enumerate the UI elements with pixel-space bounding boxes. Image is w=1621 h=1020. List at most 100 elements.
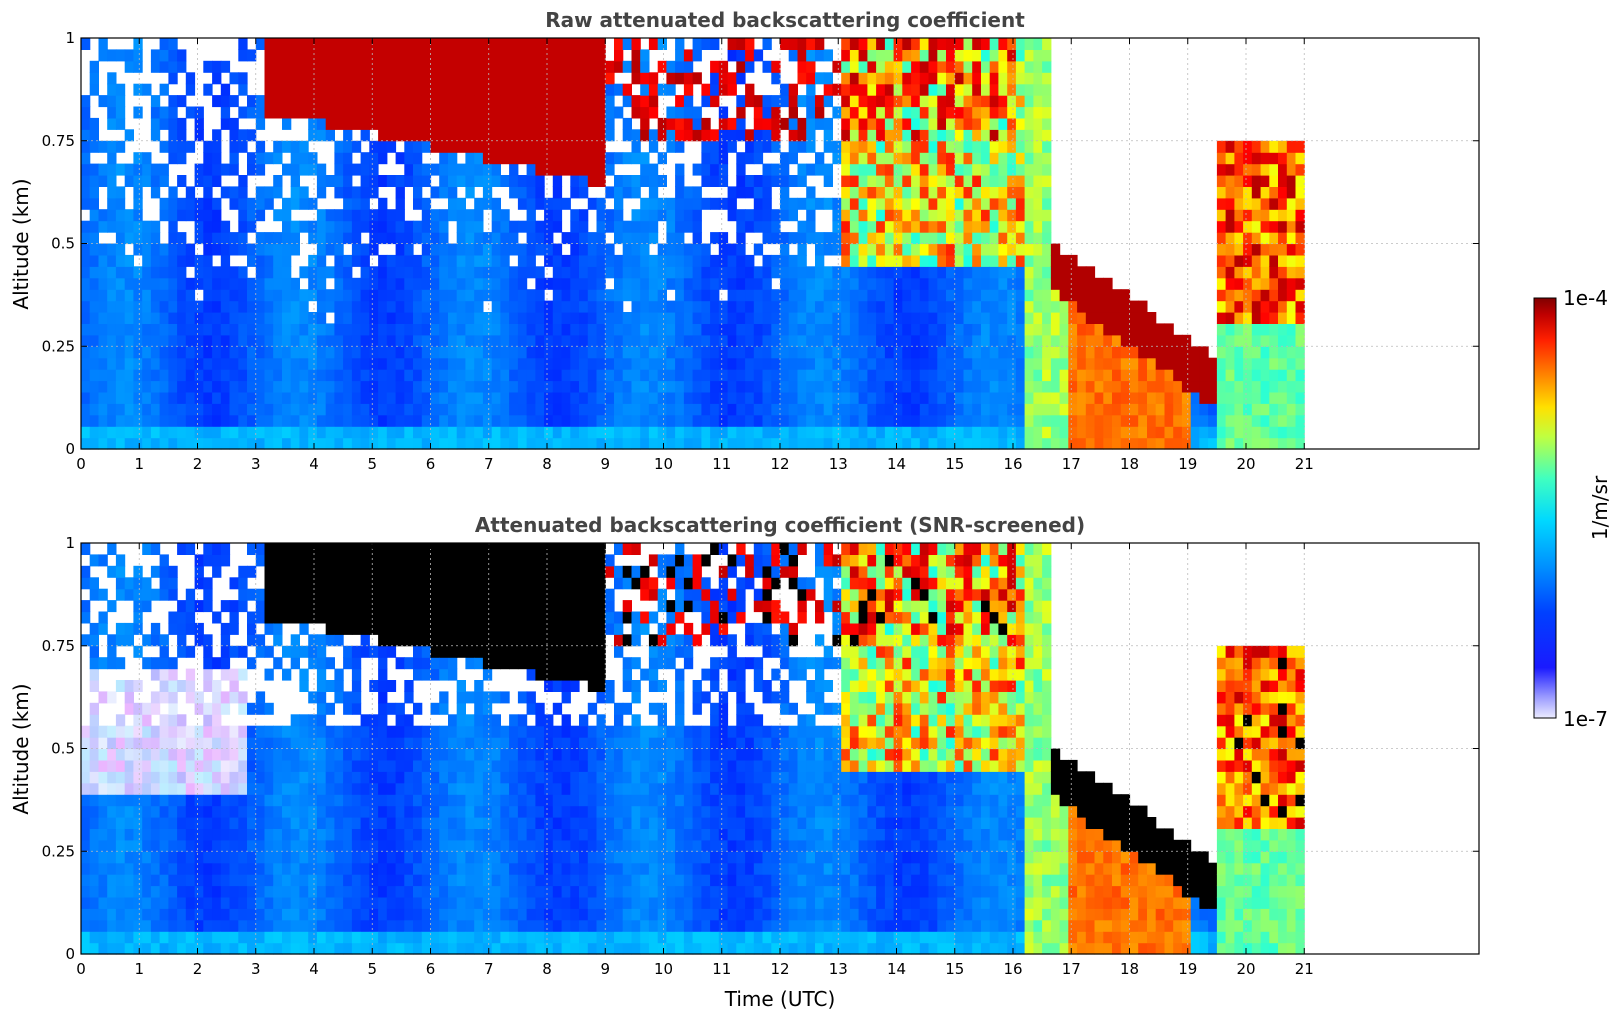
heatmap-cell: [1269, 300, 1279, 313]
heatmap-cell: [107, 691, 117, 704]
heatmap-cell: [631, 60, 641, 73]
heatmap-cell: [622, 243, 632, 256]
heatmap-cell: [124, 680, 134, 692]
heatmap-cell: [788, 369, 798, 382]
heatmap-cell: [517, 391, 528, 404]
heatmap-cell: [1181, 380, 1192, 393]
heatmap-cell: [561, 414, 571, 427]
heatmap-cell: [893, 72, 903, 85]
heatmap-cell: [972, 209, 982, 222]
heatmap-cell: [98, 95, 108, 108]
heatmap-cell: [963, 129, 973, 142]
heatmap-cell: [115, 357, 126, 370]
heatmap-cell: [937, 140, 947, 153]
heatmap-cell: [954, 312, 965, 324]
heatmap-cell: [351, 209, 362, 222]
heatmap-cell: [718, 426, 729, 439]
heatmap-cell: [989, 117, 999, 130]
x-tick-label: 4: [309, 455, 319, 473]
heatmap-cell: [526, 175, 536, 187]
heatmap-cell: [159, 577, 169, 590]
heatmap-cell: [815, 152, 825, 165]
heatmap-cell: [517, 346, 528, 359]
heatmap-cell: [1120, 312, 1131, 324]
heatmap-cell: [841, 197, 851, 210]
heatmap-cell: [343, 163, 353, 176]
heatmap-cell: [893, 129, 903, 142]
heatmap-cell: [351, 312, 362, 324]
heatmap-cell: [247, 543, 257, 555]
heatmap-cell: [142, 759, 152, 772]
heatmap-cell: [212, 437, 222, 450]
heatmap-cell: [832, 391, 842, 404]
heatmap-cell: [255, 782, 266, 795]
heatmap-cell: [815, 95, 825, 108]
heatmap-cell: [666, 243, 676, 256]
heatmap-cell: [185, 919, 196, 932]
heatmap-cell: [806, 220, 816, 233]
heatmap-cell: [736, 414, 746, 427]
heatmap-cell: [316, 748, 327, 761]
heatmap-cell: [780, 437, 790, 450]
heatmap-cell: [972, 106, 982, 119]
heatmap-cell: [212, 175, 222, 187]
heatmap-cell: [107, 186, 117, 199]
heatmap-cell: [439, 346, 449, 359]
heatmap-cell: [255, 919, 266, 932]
heatmap-cell: [692, 403, 702, 416]
heatmap-cell: [238, 186, 248, 199]
heatmap-cell: [89, 414, 99, 427]
heatmap-cell: [203, 680, 213, 692]
heatmap-cell: [308, 426, 318, 439]
heatmap-cell: [212, 380, 222, 393]
heatmap-cell: [1129, 346, 1139, 359]
heatmap-cell: [989, 334, 999, 347]
heatmap-cell: [290, 140, 300, 153]
heatmap-cell: [264, 543, 274, 555]
heatmap-cell: [81, 759, 91, 772]
heatmap-cell: [876, 186, 886, 199]
heatmap-cell: [1295, 186, 1305, 199]
heatmap-cell: [893, 300, 903, 313]
heatmap-cell: [841, 49, 851, 62]
heatmap-cell: [343, 403, 353, 416]
heatmap-cell: [928, 357, 938, 370]
heatmap-cell: [194, 277, 204, 290]
heatmap-cell: [386, 106, 397, 119]
heatmap-cell: [552, 49, 563, 62]
heatmap-cell: [919, 277, 930, 290]
heatmap-cell: [247, 588, 257, 601]
heatmap-cell: [203, 577, 213, 590]
heatmap-cell: [456, 60, 466, 73]
heatmap-cell: [1295, 197, 1305, 210]
heatmap-cell: [264, 782, 274, 795]
heatmap-cell: [168, 611, 178, 624]
heatmap-cell: [343, 437, 353, 450]
heatmap-cell: [81, 277, 91, 290]
heatmap-cell: [1234, 312, 1244, 324]
heatmap-cell: [544, 426, 554, 439]
heatmap-cell: [474, 346, 484, 359]
heatmap-cell: [500, 117, 510, 130]
heatmap-cell: [937, 38, 947, 50]
heatmap-cell: [902, 266, 912, 279]
heatmap-cell: [89, 908, 99, 921]
heatmap-cell: [185, 312, 196, 324]
heatmap-cell: [614, 186, 624, 199]
heatmap-cell: [81, 346, 91, 359]
heatmap-cell: [229, 817, 239, 829]
heatmap-cell: [229, 289, 239, 302]
heatmap-cell: [89, 702, 99, 715]
heatmap-cell: [815, 369, 825, 382]
heatmap-cell: [316, 277, 327, 290]
heatmap-cell: [150, 175, 161, 187]
heatmap-cell: [832, 346, 842, 359]
heatmap-cell: [229, 748, 239, 761]
heatmap-cell: [1155, 426, 1165, 439]
heatmap-cell: [561, 312, 571, 324]
heatmap-cell: [308, 851, 318, 864]
heatmap-cell: [255, 839, 266, 852]
heatmap-cell: [640, 72, 650, 85]
heatmap-cell: [133, 334, 143, 347]
heatmap-cell: [648, 186, 659, 199]
